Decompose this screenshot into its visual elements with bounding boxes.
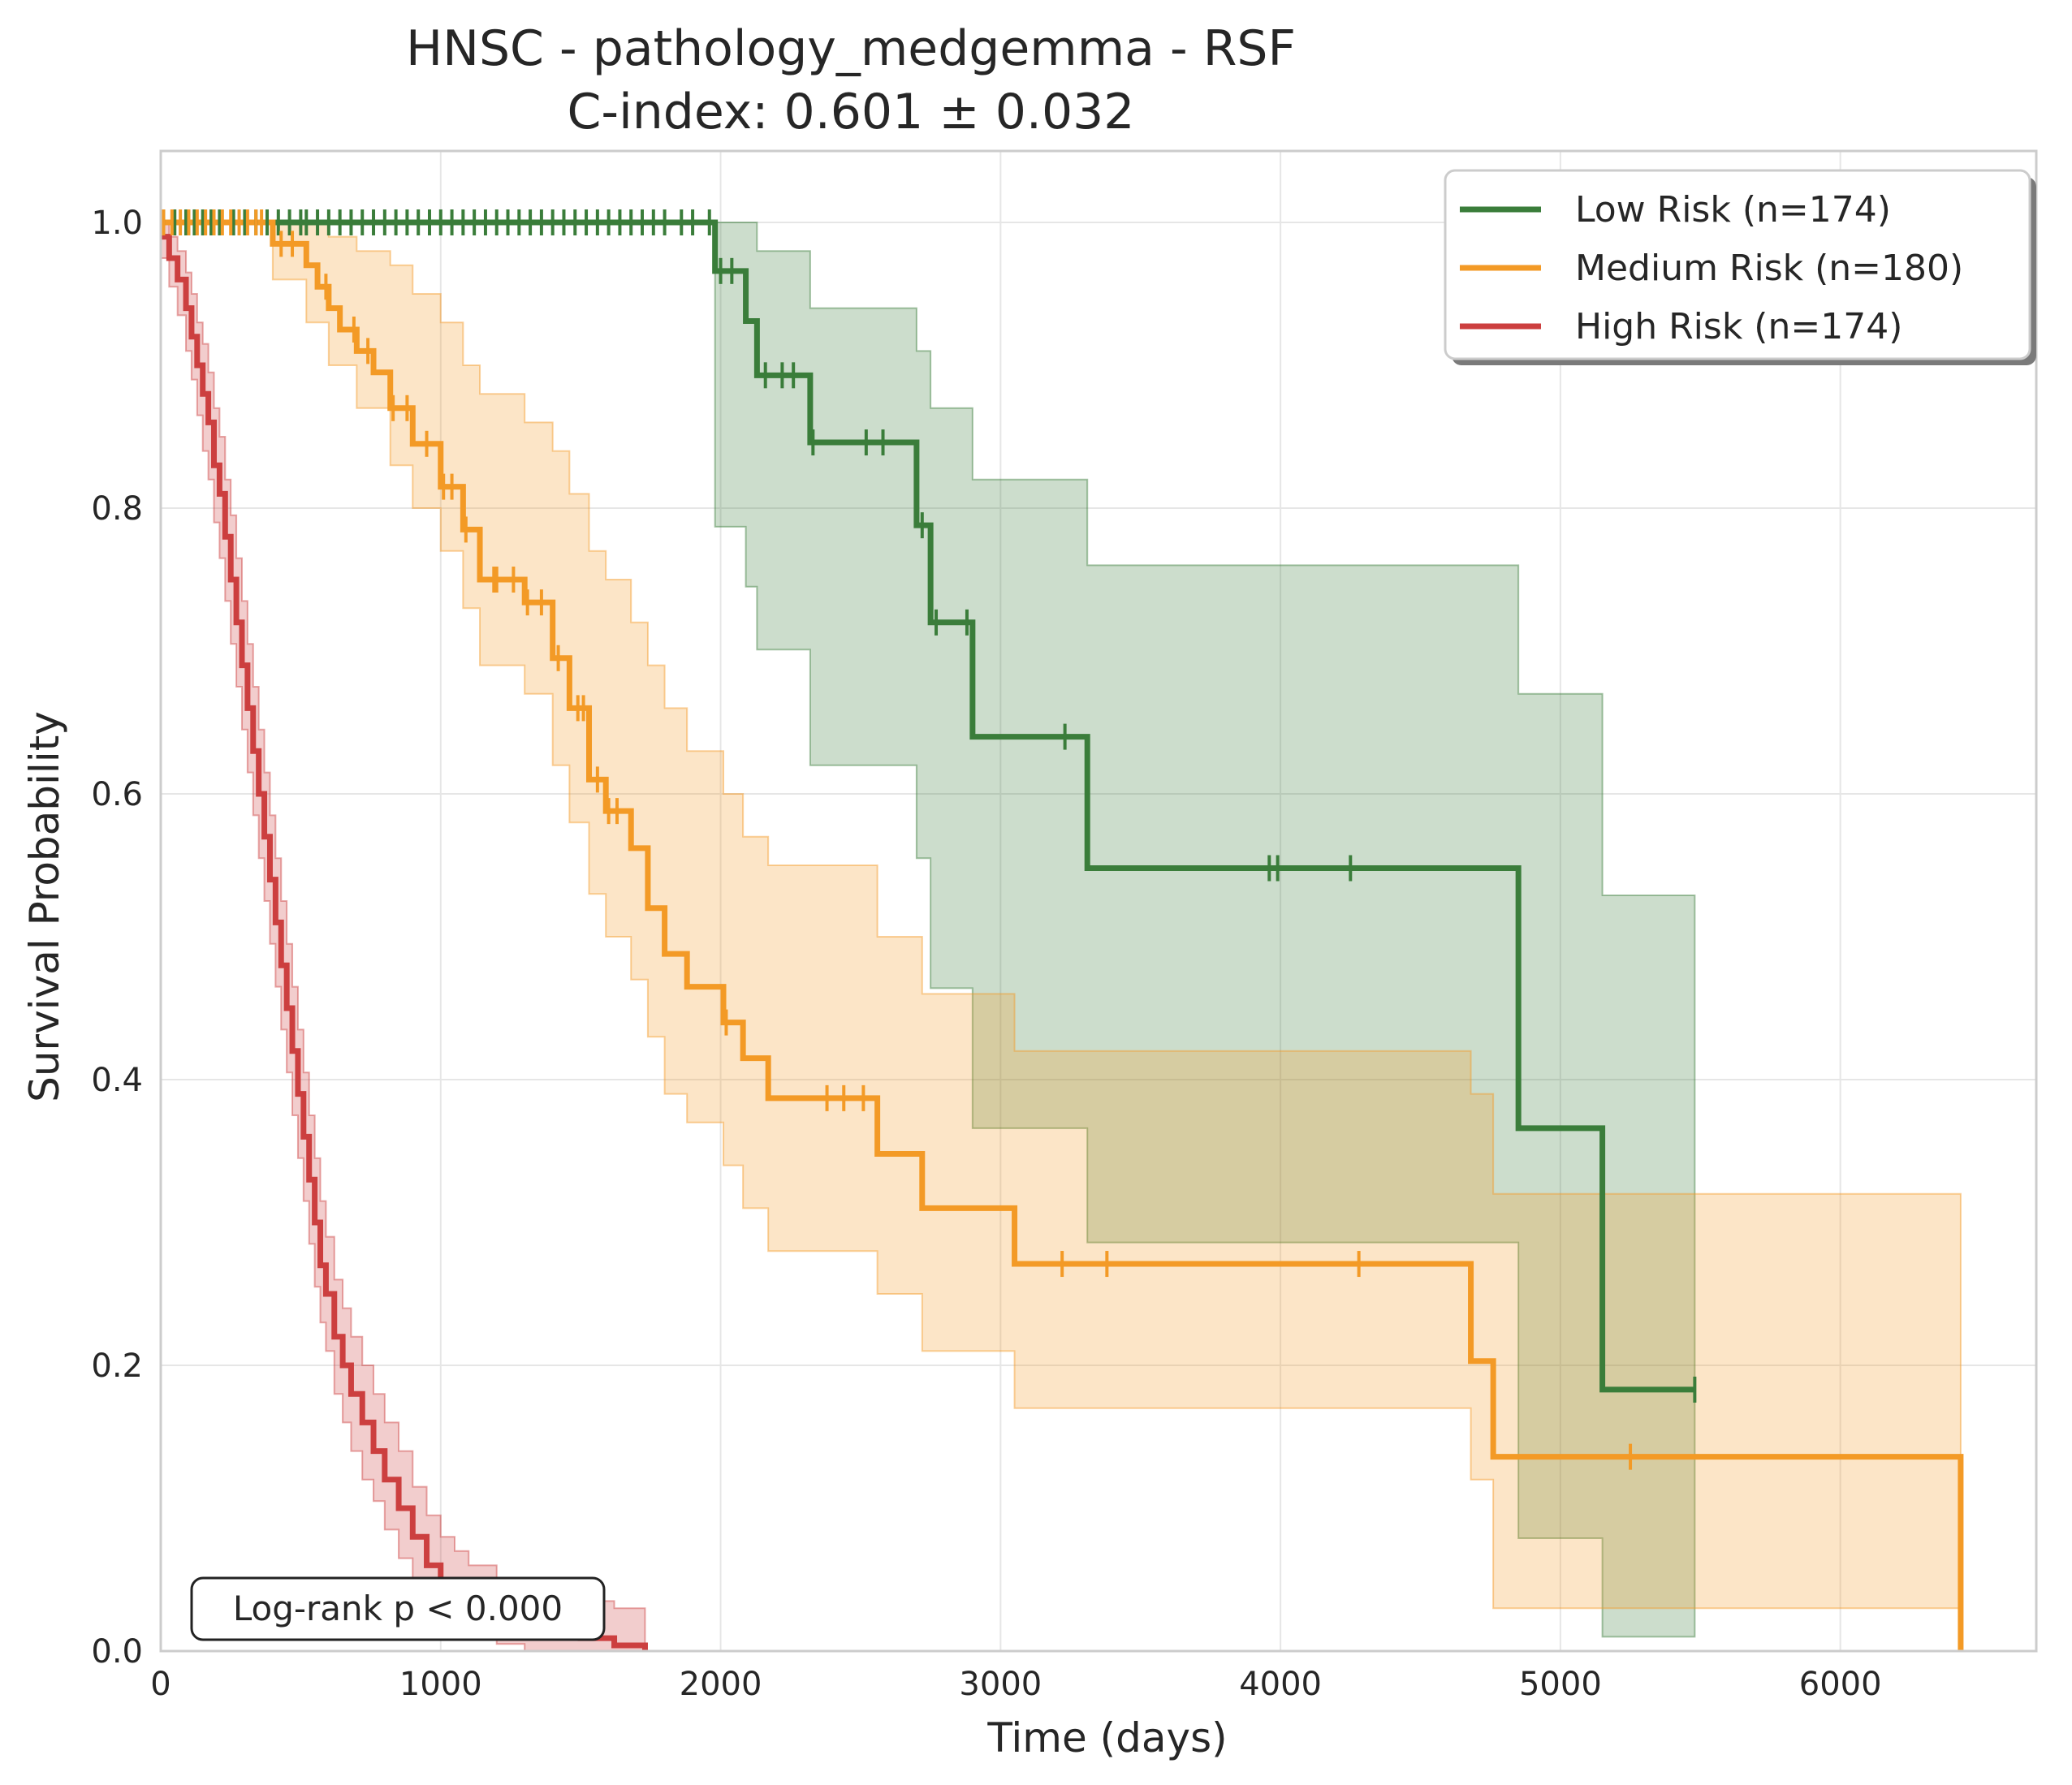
x-axis-ticks: 0 1000 2000 3000 4000 5000 6000 [150,1666,1881,1703]
x-tick-label: 1000 [399,1666,482,1703]
annotation-box [190,1576,606,1641]
x-tick-label: 5000 [1519,1666,1602,1703]
y-tick-label: 0.6 [91,776,143,813]
x-tick-label: 3000 [959,1666,1042,1703]
high-risk-legend-label: High Risk (n=174) [1575,306,1902,347]
high-risk-ci-band [160,222,646,1652]
y-tick-label: 0.4 [91,1062,143,1099]
medium-risk-ci-band [161,222,1962,1610]
chart-title: HNSC - pathology_medgemma - RSF [406,20,1296,77]
y-tick-label: 1.0 [91,205,143,242]
low-risk-ci-band [161,222,1696,1638]
censor-marks [162,209,1697,1470]
y-tick-label: 0.0 [91,1633,143,1671]
x-axis-label: Time (days) [986,1714,1227,1761]
x-tick-label: 4000 [1239,1666,1322,1703]
x-tick-label: 0 [150,1666,171,1703]
annotation-text: Log-rank p < 0.000 [233,1589,563,1628]
y-tick-label: 0.2 [91,1347,143,1385]
legend: Low Risk (n=174) Medium Risk (n=180) High … [1444,169,2036,365]
confidence-bands [160,222,1962,1652]
plot-frame [159,149,2038,1653]
legend-box [1444,169,2031,360]
chart-subtitle: C-index: 0.601 ± 0.032 [568,84,1135,140]
y-axis-label: Survival Probability [21,711,68,1102]
x-tick-label: 2000 [680,1666,762,1703]
medium-risk-legend-label: Medium Risk (n=180) [1575,248,1963,289]
low-risk-legend-label: Low Risk (n=174) [1575,189,1891,231]
logrank-annotation: Log-rank p < 0.000 [190,1576,606,1641]
medium-risk-curve [161,219,1964,1651]
y-axis-ticks: 0.0 0.2 0.4 0.6 0.8 1.0 [91,205,143,1671]
x-tick-label: 6000 [1799,1666,1882,1703]
y-tick-label: 0.8 [91,490,143,528]
